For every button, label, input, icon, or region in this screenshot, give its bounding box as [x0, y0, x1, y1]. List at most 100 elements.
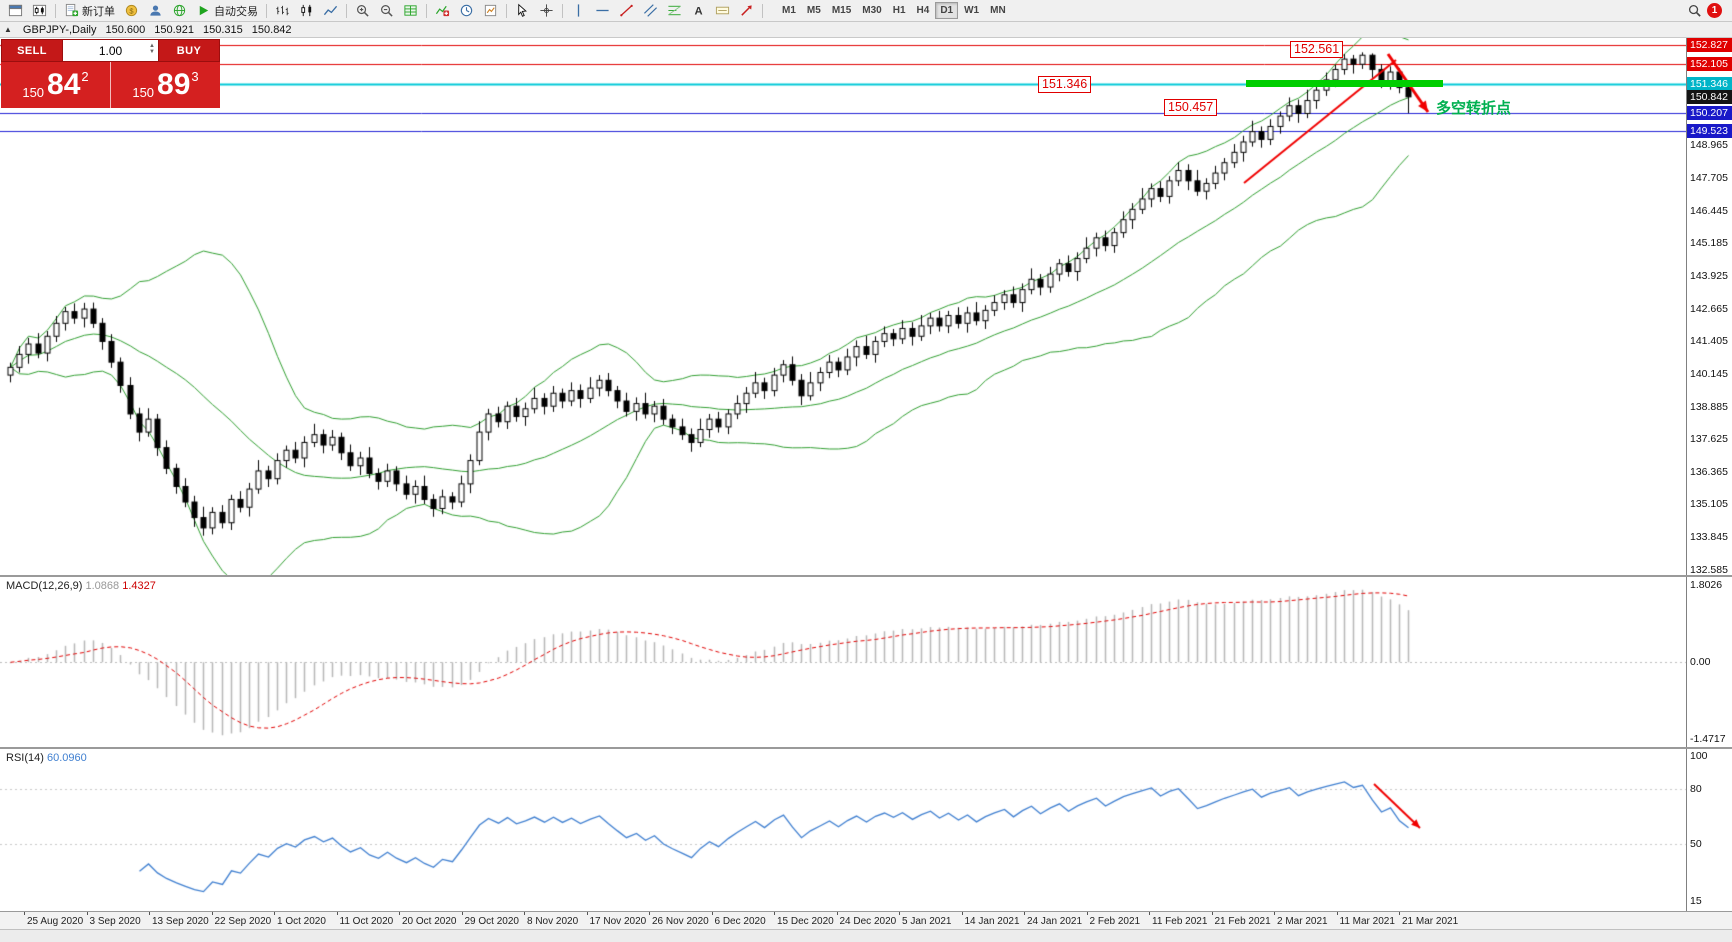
macd-indicator-label: MACD(12,26,9) 1.0868 1.4327: [6, 580, 156, 592]
new-order-button-label: 新订单: [82, 5, 115, 18]
zoom-in-icon[interactable]: [351, 1, 374, 20]
cursor-icon-glyph: [515, 3, 530, 18]
date-tick-label: 13 Sep 2020: [152, 916, 209, 927]
crosshair-icon-glyph: [539, 3, 554, 18]
timeframe-m5[interactable]: M5: [802, 2, 826, 19]
date-tick: [586, 912, 588, 915]
vertical-line-icon[interactable]: [567, 1, 590, 20]
sell-price[interactable]: 150 84 2: [1, 62, 111, 108]
line-chart-icon[interactable]: [319, 1, 342, 20]
turning-point-label: 多空转折点: [1436, 100, 1512, 117]
arrows-tool-icon[interactable]: [735, 1, 758, 20]
chart-symbol-period: GBPJPY-,Daily: [22, 23, 97, 36]
date-tick: [836, 912, 838, 915]
periods-icon[interactable]: [455, 1, 478, 20]
price-tick-label: 147.705: [1690, 172, 1728, 185]
chart-title-bar: ▲ GBPJPY-,Daily 150.600 150.921 150.315 …: [0, 22, 1732, 38]
auto-trading-icon: [196, 3, 211, 18]
date-tick-label: 8 Nov 2020: [527, 916, 579, 927]
cursor-icon[interactable]: [511, 1, 534, 20]
price-tick-label: 145.185: [1690, 237, 1728, 250]
timeframe-toolbar: M1 M5 M15 M30 H1 H4 D1 W1 MN: [777, 2, 1011, 19]
one-click-trading-panel: SELL 1.00 ▲ ▼ BUY 150 84 2 150 89 3: [1, 39, 220, 108]
chart-profiles-icon[interactable]: [28, 1, 51, 20]
accounts-icon[interactable]: [144, 1, 167, 20]
macd-signal-value: 1.4327: [122, 580, 156, 592]
timeframe-w1[interactable]: W1: [959, 2, 984, 19]
auto-trading-button[interactable]: 自动交易: [192, 1, 262, 20]
date-tick-label: 21 Feb 2021: [1214, 916, 1271, 927]
notifications-badge[interactable]: 1: [1707, 3, 1722, 18]
sell-price-prefix: 150: [22, 85, 45, 100]
price-level-tag: 150.842: [1687, 89, 1732, 104]
bar-chart-icon[interactable]: [271, 1, 294, 20]
rsi-axis-min: 15: [1690, 895, 1702, 907]
equidistant-channel-icon-glyph: [643, 3, 658, 18]
equidistant-channel-icon[interactable]: [639, 1, 662, 20]
toolbar-separator: [762, 3, 763, 18]
timeframe-m15[interactable]: M15: [827, 2, 856, 19]
new-chart-icon[interactable]: [4, 1, 27, 20]
sell-button[interactable]: SELL: [1, 39, 63, 62]
arrows-tool-icon-glyph: [739, 3, 754, 18]
candlestick-chart-icon[interactable]: [295, 1, 318, 20]
horizontal-line-icon[interactable]: [591, 1, 614, 20]
panel-divider-macd[interactable]: [0, 575, 1732, 577]
templates-icon[interactable]: [479, 1, 502, 20]
date-tick: [1399, 912, 1400, 915]
main-toolbar: 新订单 $ 自动交易 A M1 M5 M15 M30 H1 H4 D1 W1 MN 1: [0, 0, 1732, 22]
panel-divider-rsi[interactable]: [0, 747, 1732, 749]
crosshair-icon[interactable]: [535, 1, 558, 20]
price-callout: 151.346: [1038, 76, 1092, 93]
svg-text:$: $: [129, 6, 134, 15]
date-tick: [1024, 912, 1025, 915]
volume-field[interactable]: 1.00 ▲ ▼: [63, 39, 158, 62]
tile-windows-icon[interactable]: [399, 1, 422, 20]
date-tick-label: 2 Mar 2021: [1277, 916, 1328, 927]
ohlc-open: 150.600: [105, 23, 146, 36]
text-label-icon[interactable]: [711, 1, 734, 20]
date-tick-label: 24 Dec 2020: [839, 916, 897, 927]
buy-button[interactable]: BUY: [158, 39, 220, 62]
timeframe-m30[interactable]: M30: [857, 2, 886, 19]
toolbar-separator: [266, 3, 267, 18]
history-center-icon[interactable]: $: [120, 1, 143, 20]
volume-down-icon[interactable]: ▼: [149, 49, 155, 55]
date-tick: [1336, 912, 1338, 915]
indicators-icon[interactable]: [431, 1, 454, 20]
price-level-tag: 150.207: [1687, 106, 1732, 121]
date-tick: [711, 912, 713, 915]
sell-price-pips: 84: [47, 68, 81, 101]
text-tool-icon[interactable]: A: [687, 1, 710, 20]
search-icon: [1687, 3, 1702, 18]
trade-panel-collapse-icon[interactable]: ▲: [4, 25, 12, 34]
buy-price-fraction: 3: [191, 69, 199, 84]
new-order-icon: [64, 3, 79, 18]
timeframe-mn[interactable]: MN: [985, 2, 1011, 19]
volume-spinner[interactable]: ▲ ▼: [149, 43, 155, 55]
buy-price[interactable]: 150 89 3: [111, 62, 220, 108]
fibonacci-retracement-icon[interactable]: [663, 1, 686, 20]
zoom-out-icon[interactable]: [375, 1, 398, 20]
search-button[interactable]: [1683, 1, 1706, 20]
candlestick-chart-icon-glyph: [299, 3, 314, 18]
volume-up-icon[interactable]: ▲: [149, 43, 155, 49]
time-axis[interactable]: 25 Aug 2020 3 Sep 2020 13 Sep 2020 22 Sep 2…: [0, 911, 1732, 929]
date-tick-label: 6 Dec 2020: [714, 916, 766, 927]
price-tick-label: 132.585: [1690, 563, 1728, 576]
date-tick: [461, 912, 463, 915]
trendline-icon[interactable]: [615, 1, 638, 20]
price-axis[interactable]: [1686, 38, 1732, 911]
fibonacci-retracement-icon-glyph: [667, 3, 682, 18]
timeframe-d1[interactable]: D1: [935, 2, 959, 19]
market-watch-icon[interactable]: [168, 1, 191, 20]
timeframe-h1[interactable]: H1: [888, 2, 911, 19]
volume-value[interactable]: 1.00: [98, 43, 123, 58]
timeframe-h4[interactable]: H4: [912, 2, 935, 19]
text-label-icon-glyph: [715, 3, 730, 18]
price-tick-label: 142.665: [1690, 302, 1728, 315]
new-order-button[interactable]: 新订单: [60, 1, 119, 20]
timeframe-m1[interactable]: M1: [777, 2, 801, 19]
price-callout: 152.561: [1290, 41, 1344, 58]
